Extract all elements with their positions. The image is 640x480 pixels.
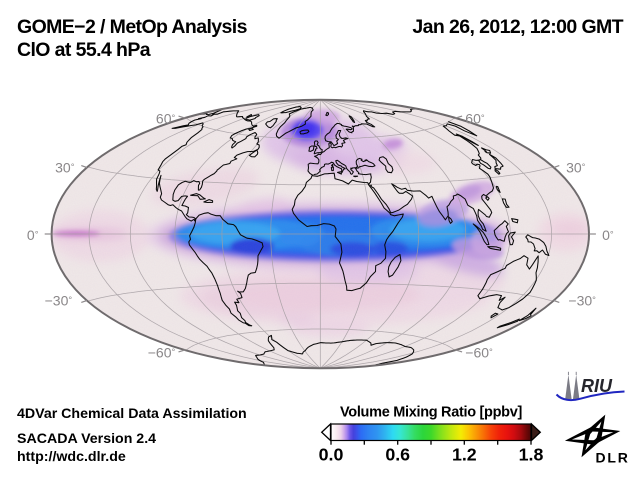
svg-text:30°: 30° — [566, 159, 586, 175]
svg-text:1.2: 1.2 — [452, 445, 477, 465]
svg-text:60°: 60° — [156, 111, 176, 127]
svg-text:30°: 30° — [55, 159, 75, 175]
svg-text:0.6: 0.6 — [385, 445, 410, 465]
svg-text:0°: 0° — [27, 227, 39, 243]
svg-text:−30°: −30° — [568, 293, 596, 309]
svg-text:1.8: 1.8 — [519, 445, 544, 465]
svg-text:DLR: DLR — [596, 450, 630, 466]
svg-text:−60°: −60° — [148, 345, 176, 361]
svg-text:−30°: −30° — [45, 293, 73, 309]
svg-text:RIU: RIU — [581, 376, 613, 396]
svg-text:−60°: −60° — [465, 345, 493, 361]
svg-text:0°: 0° — [602, 227, 614, 243]
svg-text:Volume Mixing Ratio [ppbv]: Volume Mixing Ratio [ppbv] — [340, 405, 523, 421]
svg-text:60°: 60° — [465, 111, 485, 127]
svg-text:0.0: 0.0 — [319, 445, 344, 465]
